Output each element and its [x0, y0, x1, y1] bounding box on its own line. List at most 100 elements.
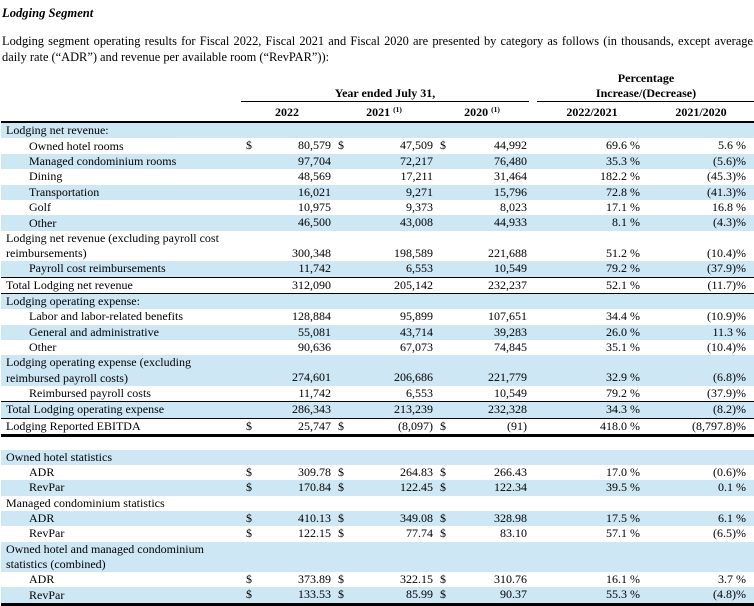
gap-cell: [529, 511, 537, 526]
dollar-sign-2022: [241, 386, 257, 402]
pct-2021-2020: (5.6)%: [713, 153, 747, 168]
value-2020: 328.98: [494, 510, 527, 525]
row-label: Owned hotel and managed condominium stat…: [6, 541, 204, 571]
value-2020: [451, 122, 529, 138]
col-header-2021-2020: 2021/2020: [647, 101, 754, 124]
value-2022: 122.15: [298, 526, 331, 541]
dollar-sign-2021: $: [333, 587, 349, 606]
gap-cell: [529, 386, 537, 402]
dollar-sign-2022: [241, 169, 257, 184]
pct-2022-2021: [537, 542, 647, 572]
value-2021: [349, 122, 435, 138]
pct-group-header: Increase/(Decrease): [537, 86, 754, 103]
gap-cell: [529, 465, 537, 480]
dollar-sign-2020: $: [440, 464, 446, 479]
pct-2022-2021: 17.5 %: [606, 510, 640, 525]
row-label: Total Lodging operating expense: [1, 401, 241, 419]
dollar-sign-2022: [241, 340, 257, 355]
value-2020: 15,796: [494, 184, 527, 199]
pct-2021-2020: [647, 450, 754, 465]
header-row-columns: 2022 2021 (1) 2020 (1) 2022/2021 2021/20…: [1, 101, 754, 124]
footnote-marker: (1): [491, 105, 500, 115]
dollar-sign-2020: $: [440, 480, 446, 495]
spacer-row: [1, 435, 754, 450]
pct-2022-2021: [537, 450, 647, 465]
value-2020: 83.10: [500, 526, 527, 541]
value-2022: 309.78: [298, 464, 331, 479]
value-2020: 310.76: [494, 572, 527, 587]
value-2021: [349, 294, 435, 310]
pct-2021-2020: (6.5)%: [713, 526, 747, 541]
row-label: RevPar: [29, 480, 65, 495]
header-row-percentage: Percentage: [1, 71, 754, 86]
dollar-sign-2020: [435, 294, 451, 310]
value-2021: 349.08: [400, 510, 433, 525]
dollar-sign-2021: [333, 450, 349, 465]
gap-cell: [529, 215, 537, 230]
dollar-sign-2021: $: [338, 138, 344, 153]
table-row: Total Lodging operating expense 286,343 21…: [1, 401, 754, 419]
gap-cell: [529, 340, 537, 355]
value-2022: 410.13: [298, 510, 331, 525]
dollar-sign-2020: [435, 169, 451, 184]
value-2021: 9,373: [406, 200, 433, 215]
pct-2021-2020: [647, 496, 754, 511]
table-row: Dining 48,569 17,211 31,464 182.2 % (45.3)%: [1, 169, 754, 184]
pct-2022-2021: 8.1 %: [612, 215, 640, 230]
value-2020: 76,480: [494, 153, 527, 168]
pct-2022-2021: 79.2 %: [606, 385, 640, 400]
pct-2021-2020: (10.4)%: [707, 245, 747, 260]
dollar-sign-2021: [333, 154, 349, 169]
dollar-sign-2022: [241, 154, 257, 169]
value-2021: 67,073: [400, 340, 433, 355]
dollar-sign-2021: [333, 542, 349, 572]
value-2020: 266.43: [494, 464, 527, 479]
table-row: ADR $373.89 $322.15 $310.76 16.1 % 3.7 %: [1, 572, 754, 587]
table-row: Transportation 16,021 9,271 15,796 72.8 % (41…: [1, 184, 754, 201]
value-2020: 221,688: [488, 245, 527, 260]
value-2021: 43,008: [400, 215, 433, 230]
pct-2021-2020: (11.7)%: [647, 276, 754, 295]
gap-cell: [529, 401, 537, 419]
dollar-sign-2020: [435, 496, 451, 511]
gap-cell: [529, 480, 537, 495]
footnote-marker: (1): [393, 105, 402, 115]
section-title: Lodging Segment: [2, 6, 94, 20]
value-2022: 11,742: [298, 385, 331, 400]
row-label: Lodging operating expense:: [6, 294, 140, 309]
pct-2021-2020: (37.9)%: [707, 261, 747, 276]
gap-cell: [529, 138, 537, 153]
row-label: Transportation: [29, 184, 100, 199]
pct-2022-2021: 32.9 %: [606, 370, 640, 385]
dollar-sign-2022: [241, 200, 257, 215]
pct-2022-2021: 39.5 %: [606, 480, 640, 495]
value-2021: [349, 496, 435, 511]
row-label: Lodging operating expense (excluding rei…: [6, 355, 191, 385]
dollar-sign-2021: $: [338, 510, 344, 525]
value-2022: 312,090: [257, 276, 333, 295]
dollar-sign-2021: [333, 401, 349, 419]
value-2020: 221,779: [488, 370, 527, 385]
dollar-sign-2020: [435, 309, 451, 324]
dollar-sign-2021: [333, 294, 349, 310]
table-row: Labor and labor-related benefits 128,884 9…: [1, 309, 754, 324]
row-label: Other: [29, 215, 57, 230]
header-gap: [529, 86, 537, 102]
gap-cell: [529, 261, 537, 277]
dollar-sign-2020: [435, 340, 451, 355]
percentage-title: Percentage: [617, 71, 675, 86]
pct-2021-2020: 16.8 %: [712, 200, 747, 215]
pct-2021-2020: (10.4)%: [707, 340, 747, 355]
value-2022: 97,704: [298, 153, 331, 168]
table-row: Owned hotel rooms $80,579 $47,509 $44,992 69…: [1, 138, 754, 153]
dollar-sign-2020: [435, 386, 451, 402]
value-2021: (8,097): [349, 417, 435, 438]
row-label: General and administrative: [29, 324, 159, 339]
dollar-sign-2022: $: [241, 417, 257, 438]
value-2021: 213,239: [349, 401, 435, 419]
dollar-sign-2022: [241, 355, 257, 385]
table-row: Reimbursed payroll costs 11,742 6,553 10,54…: [1, 386, 754, 402]
dollar-sign-2022: [241, 231, 257, 261]
pct-2021-2020: (0.6)%: [713, 464, 747, 479]
pct-2021-2020: 0.1 %: [718, 480, 747, 495]
